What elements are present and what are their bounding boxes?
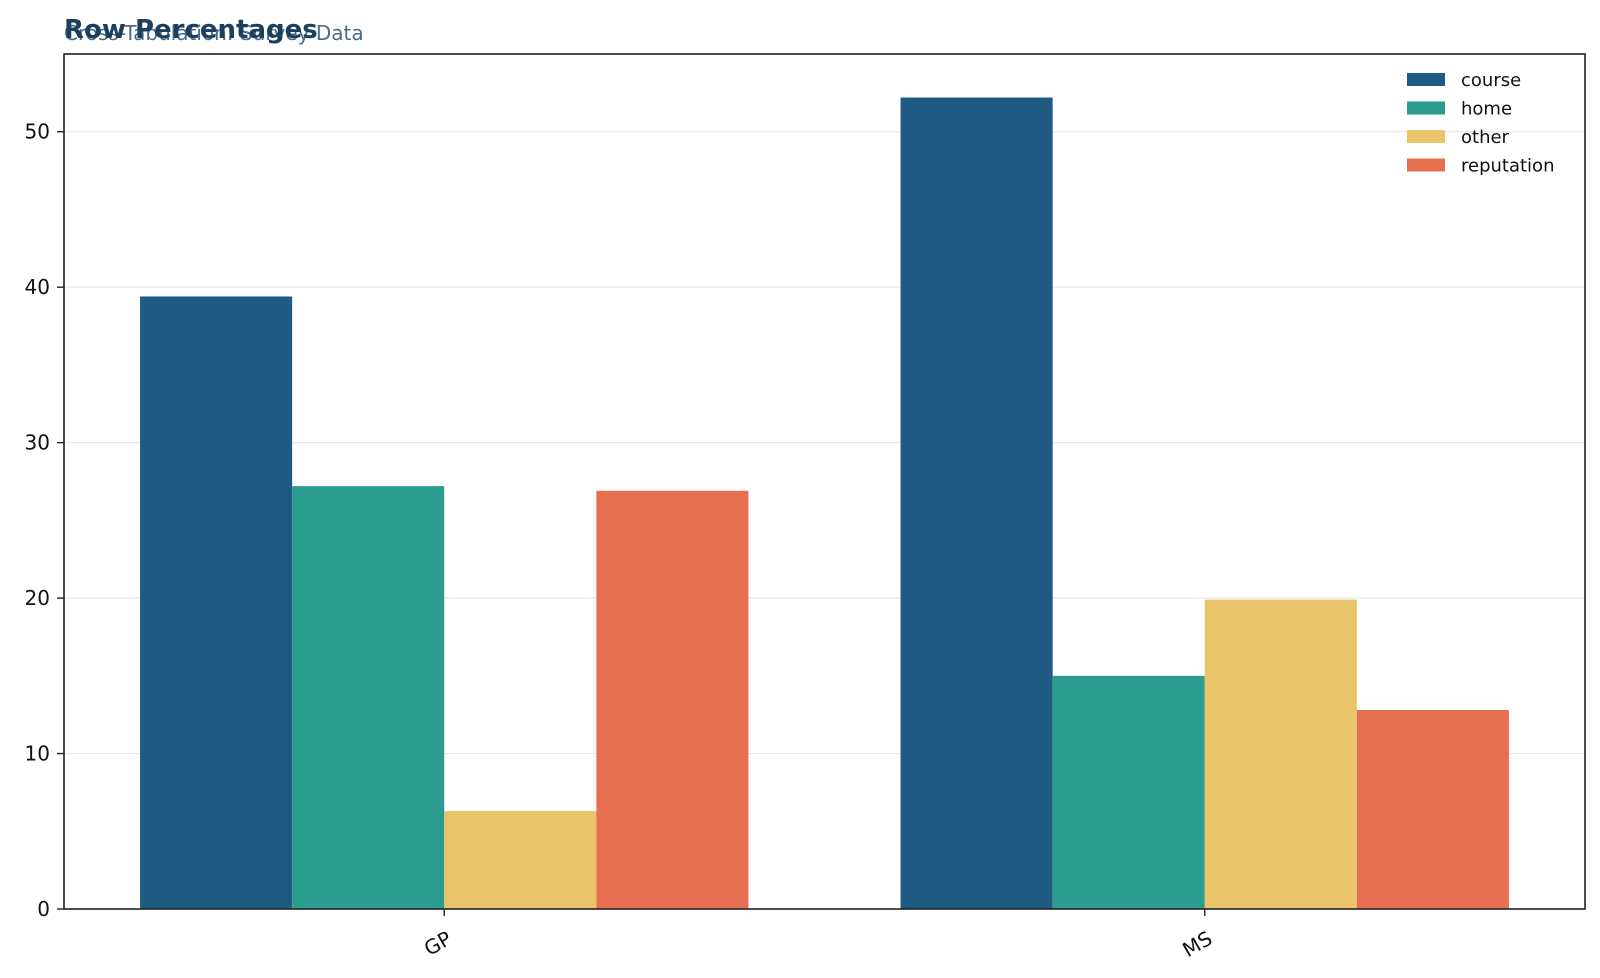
bar-MS-reputation xyxy=(1356,710,1509,909)
bar-MS-home xyxy=(1052,675,1205,909)
bar-GP-course xyxy=(140,296,293,909)
legend-swatch-other xyxy=(1407,130,1445,143)
legend-label-other: other xyxy=(1461,127,1510,148)
bars xyxy=(140,97,1509,909)
bar-GP-home xyxy=(292,486,445,909)
legend-swatch-reputation xyxy=(1407,158,1445,172)
legend-swatch-home xyxy=(1407,101,1445,115)
chart-subtitle: Cross-Tabulation: Survey Data xyxy=(64,21,364,45)
plot-frame xyxy=(63,53,1586,910)
bar-GP-other xyxy=(444,811,597,909)
y-tick-label: 50 xyxy=(25,120,50,144)
x-tick-label: MS xyxy=(1178,926,1216,962)
chart-title: Row Percentages xyxy=(64,15,318,45)
y-tick-label: 40 xyxy=(25,275,50,299)
y-axis: 0 10 20 30 40 50 xyxy=(25,120,64,921)
legend-label-home: home xyxy=(1461,99,1512,120)
bar-MS-course xyxy=(900,97,1053,909)
legend-label-reputation: reputation xyxy=(1461,156,1554,177)
y-tick-label: 0 xyxy=(37,897,50,921)
legend-swatch-course xyxy=(1407,73,1445,86)
y-tick-label: 30 xyxy=(25,431,50,455)
bar-GP-reputation xyxy=(596,490,749,909)
x-axis: GP MS xyxy=(420,909,1216,962)
y-tick-label: 20 xyxy=(25,586,50,610)
x-tick-label: GP xyxy=(420,926,456,961)
legend: course home other reputation xyxy=(1407,70,1554,177)
y-tick-label: 10 xyxy=(25,742,50,766)
bar-MS-other xyxy=(1204,599,1357,909)
legend-label-course: course xyxy=(1461,70,1521,91)
